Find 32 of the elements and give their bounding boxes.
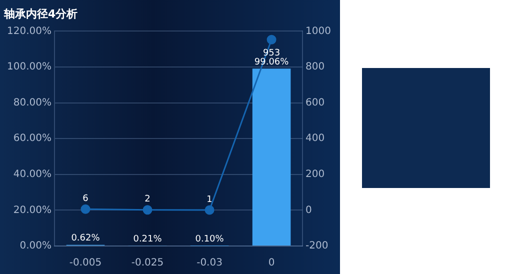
y2-tick-label: 200 [306, 168, 325, 180]
bar [252, 68, 291, 246]
y-tick-label: 120.00% [6, 26, 52, 37]
data-label: 0.21% [133, 234, 162, 244]
data-label: 953 [262, 48, 280, 58]
y2-tick-label: -200 [306, 240, 328, 252]
y-tick-label: 0.00% [20, 240, 52, 252]
chart-title: 轴承内径4分析 [3, 7, 78, 20]
x-tick-label: -0.025 [131, 258, 164, 269]
y2-tick-label: 600 [306, 97, 325, 108]
y-tick-label: 20.00% [13, 204, 52, 216]
data-label: 0.62% [71, 234, 100, 244]
y-tick-label: 40.00% [13, 168, 52, 180]
data-label: 1 [206, 194, 212, 205]
data-label: 2 [144, 194, 150, 205]
data-label: 0.10% [195, 234, 224, 245]
y-tick-label: 100.00% [6, 62, 52, 73]
y2-tick-label: 0 [306, 204, 312, 216]
y2-tick-label: 400 [306, 133, 325, 144]
data-label: 99.06% [254, 58, 290, 68]
y-tick-label: 60.00% [13, 133, 52, 144]
data-label: 6 [82, 194, 89, 204]
y2-tick-label: 1000 [306, 26, 332, 37]
point [204, 205, 214, 215]
x-tick-label: -0.005 [69, 258, 102, 269]
y-tick-label: 80.00% [13, 97, 52, 108]
point [142, 205, 152, 215]
point [266, 34, 276, 44]
point [80, 204, 90, 214]
x-tick-label: 0 [268, 258, 275, 269]
y2-tick-label: 800 [306, 62, 325, 73]
x-tick-label: -0.03 [196, 258, 222, 269]
